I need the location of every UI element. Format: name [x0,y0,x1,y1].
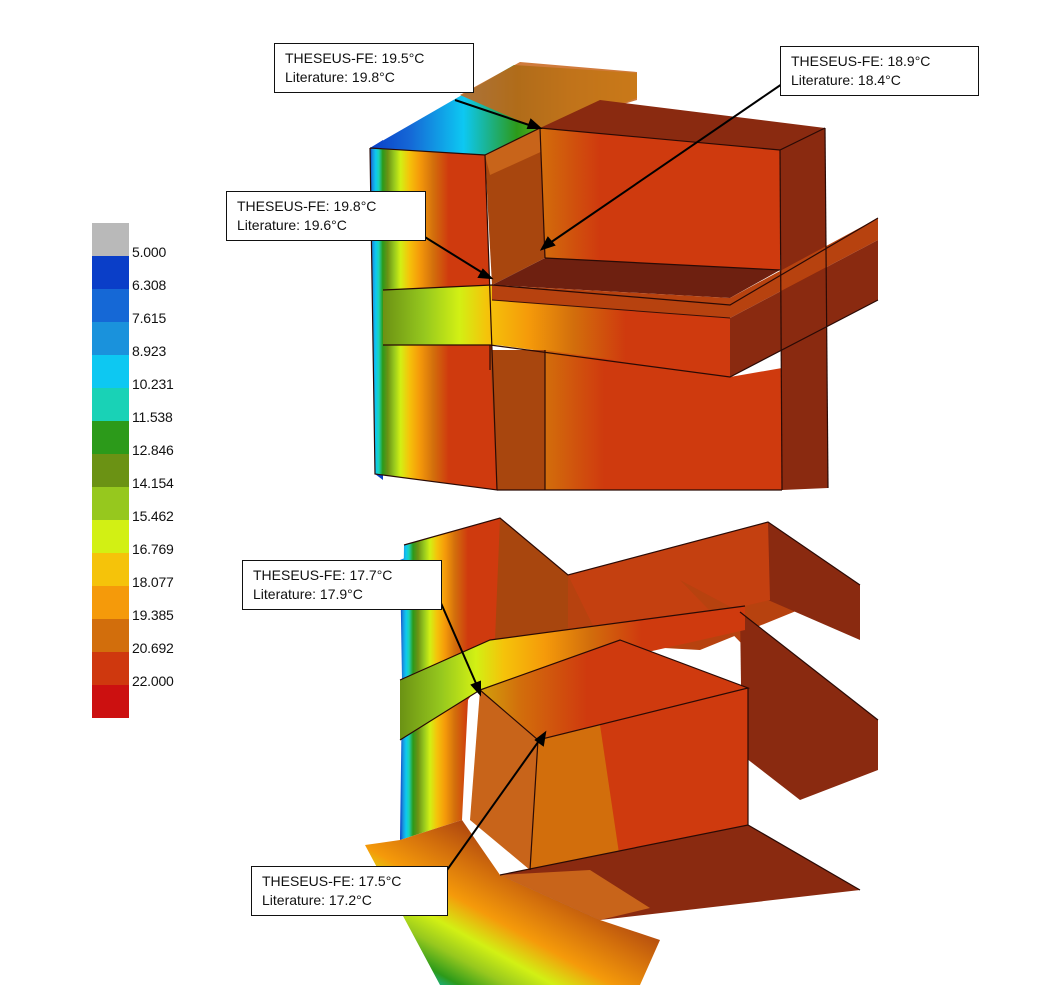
callout-bottom: THESEUS-FE: 17.5°C Literature: 17.2°C [251,866,448,916]
legend-swatch [92,388,129,421]
legend-value: 10.231 [132,376,174,392]
bottom-wall-base [365,820,660,985]
callout-literature-value: Literature: 19.8°C [285,69,395,85]
bottom-upper-box-right [768,522,860,640]
legend-value: 22.000 [132,673,174,689]
legend-value: 14.154 [132,475,174,491]
legend-row [92,685,222,718]
bottom-beam-front [740,612,878,800]
legend-value: 20.692 [132,640,174,656]
temperature-legend: 5.000 6.308 7.615 8.923 10.231 11.538 12.846 14… [92,223,222,718]
legend-row: 11.538 [92,388,222,425]
top-upper-box-front [540,128,780,270]
legend-row: 16.769 [92,520,222,557]
bottom-center-box-left [470,690,538,870]
legend-swatch [92,223,129,256]
top-3d-model [369,62,879,491]
top-floor-shelf [492,258,780,298]
callout-theseus-value: THESEUS-FE: 19.5°C [285,50,425,66]
bottom-center-box-top [480,640,748,740]
top-upper-box-top [540,100,825,150]
legend-row: 7.615 [92,289,222,326]
top-slab-side [730,240,878,377]
legend-row: 10.231 [92,355,222,392]
callout-low-left: THESEUS-FE: 17.7°C Literature: 17.9°C [242,560,442,610]
legend-row: 6.308 [92,256,222,293]
callout-theseus-value: THESEUS-FE: 18.9°C [791,53,931,69]
legend-value: 6.308 [132,277,167,293]
legend-value: 7.615 [132,310,167,326]
callout-theseus-value: THESEUS-FE: 17.5°C [262,873,402,889]
callout-literature-value: Literature: 18.4°C [791,72,901,88]
callout-mid-left: THESEUS-FE: 19.8°C Literature: 19.6°C [226,191,426,241]
callout-top-right: THESEUS-FE: 18.9°C Literature: 18.4°C [780,46,979,96]
legend-row: 18.077 [92,553,222,590]
legend-row: 14.154 [92,454,222,491]
bottom-3d-model [365,517,879,985]
legend-value: 11.538 [132,409,173,425]
legend-row: 5.000 [92,223,222,260]
callout-theseus-value: THESEUS-FE: 19.8°C [237,198,377,214]
legend-swatch [92,553,129,586]
legend-row: 15.462 [92,487,222,524]
legend-swatch [92,256,129,289]
legend-value: 15.462 [132,508,174,524]
legend-swatch [92,487,129,520]
legend-swatch [92,652,129,685]
legend-value: 12.846 [132,442,174,458]
legend-value: 19.385 [132,607,174,623]
legend-row: 20.692 [92,619,222,656]
callout-theseus-value: THESEUS-FE: 17.7°C [253,567,393,583]
bottom-slab [400,606,745,740]
callout-literature-value: Literature: 17.2°C [262,892,372,908]
legend-swatch [92,355,129,388]
legend-value: 5.000 [132,244,167,260]
callout-literature-value: Literature: 19.6°C [237,217,347,233]
legend-swatch [92,520,129,553]
legend-swatch [92,685,129,718]
top-lower-block-left [490,350,545,490]
legend-row: 22.000 [92,652,222,689]
legend-row: 12.846 [92,421,222,458]
legend-value: 8.923 [132,343,167,359]
top-lower-box-front [545,350,782,490]
callout-literature-value: Literature: 17.9°C [253,586,363,602]
legend-swatch [92,619,129,652]
leader-arrows [419,83,783,871]
legend-swatch [92,586,129,619]
legend-swatch [92,322,129,355]
legend-swatch [92,289,129,322]
legend-row: 8.923 [92,322,222,359]
legend-row: 19.385 [92,586,222,623]
callout-top-left: THESEUS-FE: 19.5°C Literature: 19.8°C [274,43,474,93]
legend-swatch [92,421,129,454]
legend-swatch [92,454,129,487]
legend-value: 18.077 [132,574,174,590]
legend-value: 16.769 [132,541,174,557]
